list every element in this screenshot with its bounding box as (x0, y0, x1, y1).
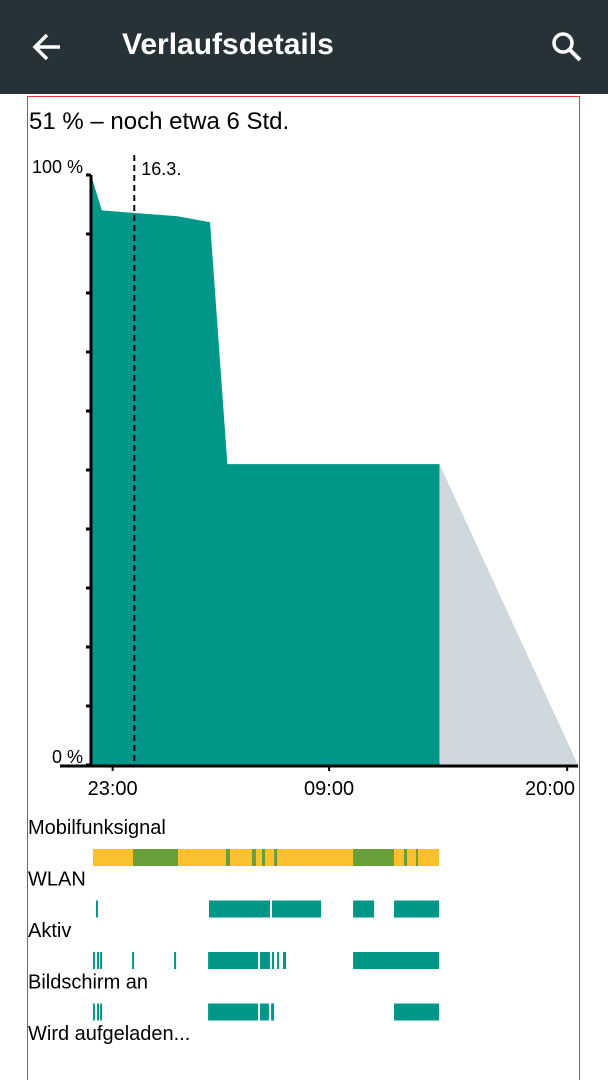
status-segment (271, 900, 322, 918)
status-segment (403, 849, 408, 866)
battery-area (439, 464, 578, 765)
status-segment (416, 849, 419, 866)
app-bar-title: Verlaufsdetails (122, 28, 334, 61)
frame (27, 96, 580, 1080)
status-segment (95, 900, 98, 918)
status-label: Wird aufgeladen... (28, 1023, 190, 1045)
y-tick-label: 0 % (52, 747, 83, 767)
status-segment (261, 849, 266, 866)
summary: 51 % – noch etwa 6 Std. (29, 108, 289, 135)
status-segment (92, 1003, 95, 1021)
battery-area (91, 175, 440, 765)
date-marker-label: 16.3. (141, 159, 181, 179)
status-segment (100, 1003, 103, 1021)
search-button[interactable] (550, 30, 584, 64)
status-segment (277, 952, 280, 969)
status-segment (174, 952, 177, 969)
status-segment (353, 900, 375, 918)
y-tick-label: 100 % (32, 157, 83, 177)
status-segment (208, 952, 259, 969)
status-segment (132, 849, 179, 866)
status-segment (208, 900, 270, 918)
status-segment (92, 849, 440, 866)
status-label: WLAN (28, 869, 86, 891)
status-label: Bildschirm an (28, 972, 148, 994)
app-bar: Verlaufsdetails (0, 0, 608, 94)
status-segment (226, 849, 230, 866)
status-segment (260, 1003, 269, 1021)
status-segment (92, 952, 95, 969)
status-segment (271, 1003, 275, 1021)
status-segment (260, 952, 270, 969)
status-label: Aktiv (28, 920, 71, 942)
status-segment (208, 1003, 259, 1021)
status-segment (97, 952, 100, 969)
status-segment (252, 849, 256, 866)
status-segment (394, 900, 440, 918)
x-tick-label: 20:00 (525, 778, 575, 800)
status-segment (97, 1003, 100, 1021)
status-segment (353, 952, 440, 969)
status-segment (394, 1003, 440, 1021)
status-segment (100, 952, 103, 969)
status-label: Mobilfunksignal (28, 817, 166, 839)
back-button[interactable] (30, 30, 64, 64)
x-tick-label: 23:00 (88, 778, 138, 800)
status-segment (271, 952, 275, 969)
status-segment (132, 952, 135, 969)
status-segment (274, 849, 278, 866)
x-tick-label: 09:00 (304, 778, 354, 800)
status-segment (282, 952, 287, 969)
status-segment (353, 849, 395, 866)
